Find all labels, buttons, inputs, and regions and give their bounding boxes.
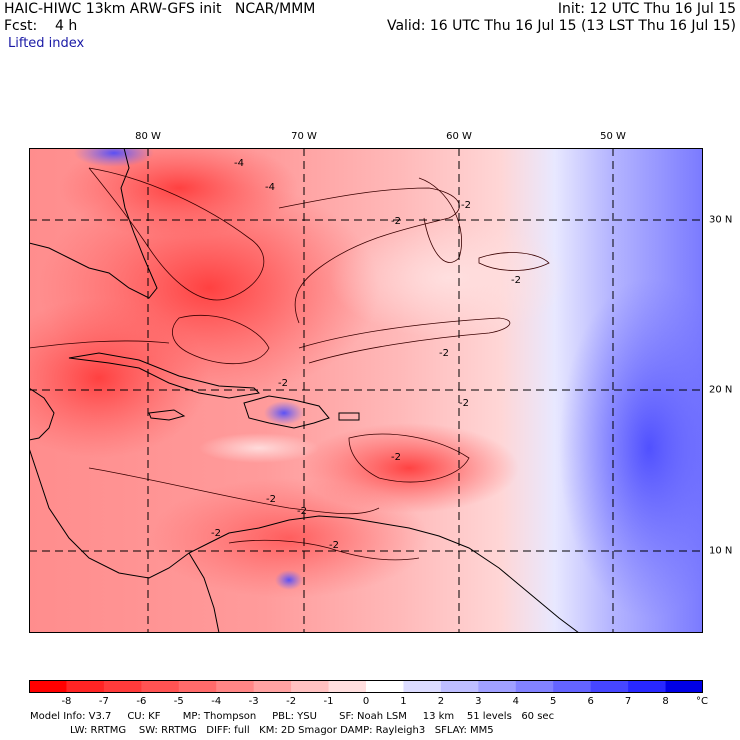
colorbar-tick-label: -3 <box>248 696 259 707</box>
florida-coast <box>29 148 158 299</box>
contour-label: -2 <box>461 200 471 211</box>
cuba-coast <box>68 352 261 399</box>
colorbar-tick-label: 1 <box>400 696 407 707</box>
colorbar-swatch <box>553 680 592 693</box>
colorbar-tick-label: 5 <box>550 696 557 707</box>
contour-label: -2 <box>439 348 449 359</box>
contour-label: -2 <box>511 275 521 286</box>
colorbar-unit: °C <box>696 696 708 707</box>
colorbar-tick-label: 7 <box>624 696 632 707</box>
colorbar-swatch <box>29 680 67 693</box>
contour-label: -4 <box>265 182 275 193</box>
lon-label-70w: 70 W <box>291 131 317 142</box>
puerto-rico-coast <box>338 412 360 421</box>
contour-m2-e <box>348 433 470 483</box>
contour-m2-g <box>29 340 170 349</box>
contour-label: -2 <box>278 378 288 389</box>
lat-label-30n: 30 N <box>709 214 733 226</box>
grid-lines <box>29 148 703 633</box>
colorbar-frame <box>29 680 703 693</box>
colorbar-tick-label: 4 <box>512 696 519 707</box>
colorbar-swatch <box>366 680 404 693</box>
init-time: Init: 12 UTC Thu 16 Jul 15 <box>557 1 736 17</box>
colorbar <box>29 680 703 693</box>
colorbar-swatch <box>440 680 479 693</box>
border-line <box>188 552 220 633</box>
colorbar-tick-label: -7 <box>98 696 109 707</box>
contour-m2-h <box>228 539 420 561</box>
contour-m2-c <box>478 252 550 271</box>
unstable-region-north <box>59 148 299 238</box>
lifted-index-map: -4 -4 -2 -2 -2 -2 -2 -2 -2 -2 -2 -2 -2 <box>29 148 703 633</box>
colorbar-tick-label: -8 <box>61 696 72 707</box>
contour-label: -2 <box>391 216 401 227</box>
colorbar-swatch <box>291 680 330 693</box>
contour-m2-d <box>298 317 511 364</box>
stable-region-cuba-south <box>199 433 319 463</box>
colorbar-tick-label: -4 <box>211 696 222 707</box>
model-info-line1: Model Info: V3.7 CU: KF MP: Thompson PBL… <box>30 711 555 722</box>
colorbar-tick-label: 8 <box>662 696 669 707</box>
colorbar-tick-label: 0 <box>362 696 370 707</box>
colorbar-tick-label: -6 <box>136 696 147 707</box>
contour-m2-a <box>278 187 460 324</box>
colorbar-swatch <box>66 680 105 693</box>
contour-label: -2 <box>266 494 276 505</box>
colorbar-swatch <box>253 680 292 693</box>
forecast-hour: Fcst: 4 h <box>4 18 78 34</box>
contour-label: -2 <box>329 540 339 551</box>
valid-time: Valid: 16 UTC Thu 16 Jul 15 (13 LST Thu … <box>386 18 736 34</box>
lat-label-10n: 10 N <box>709 545 733 557</box>
contour-label: -2 <box>211 528 221 539</box>
colorbar-swatch <box>665 680 703 693</box>
field-name: Lifted index <box>8 36 85 51</box>
map-title: HAIC-HIWC 13km ARW-GFS init NCAR/MMM <box>4 1 316 17</box>
contour-m4-bahamas <box>172 314 270 365</box>
unstable-region-caribbean <box>149 478 429 598</box>
colorbar-swatch <box>403 680 442 693</box>
colorbar-tick-label: 3 <box>475 696 482 707</box>
lon-label-50w: 50 W <box>600 131 626 142</box>
stable-region-east <box>559 278 703 618</box>
stable-region-atlantic <box>329 218 569 338</box>
map-frame <box>29 148 703 633</box>
colorbar-tick-label: -1 <box>323 696 334 707</box>
stable-region-hispaniola <box>264 401 304 425</box>
contour-label: -2 <box>391 452 401 463</box>
lon-label-60w: 60 W <box>446 131 472 142</box>
hispaniola-coast <box>243 395 330 429</box>
colorbar-swatch <box>590 680 629 693</box>
model-info-line2: LW: RRTMG SW: RRTMG DIFF: full KM: 2D Sm… <box>70 725 494 736</box>
yucatan-coast <box>29 387 55 441</box>
lat-label-20n: 20 N <box>709 384 733 396</box>
unstable-region-gulf <box>29 298 209 458</box>
colorbar-swatch <box>478 680 517 693</box>
stable-region-andes <box>275 570 303 590</box>
contour-label: -2 <box>459 398 469 409</box>
colorbar-tick-label: -2 <box>286 696 297 707</box>
colorbar-tick-label: 2 <box>437 696 445 707</box>
colorbar-swatch <box>328 680 367 693</box>
colorbar-tick-label: -5 <box>173 696 184 707</box>
colorbar-swatch <box>103 680 142 693</box>
colorbar-swatch <box>141 680 180 693</box>
colorbar-tick-label: 6 <box>587 696 594 707</box>
contour-label: -4 <box>234 158 244 169</box>
contour-label: -2 <box>297 506 307 517</box>
contour-m2-f <box>88 467 380 515</box>
colorbar-swatch <box>628 680 667 693</box>
lon-label-80w: 80 W <box>135 131 161 142</box>
colorbar-swatch <box>178 680 217 693</box>
contour-labels: -4 -4 -2 -2 -2 -2 -2 -2 -2 -2 -2 -2 -2 <box>211 158 521 551</box>
colorbar-swatch <box>515 680 554 693</box>
stable-region-northwest <box>74 148 154 167</box>
jamaica-coast <box>148 409 186 421</box>
colorbar-swatch <box>216 680 255 693</box>
contour-m4-north <box>88 167 265 301</box>
